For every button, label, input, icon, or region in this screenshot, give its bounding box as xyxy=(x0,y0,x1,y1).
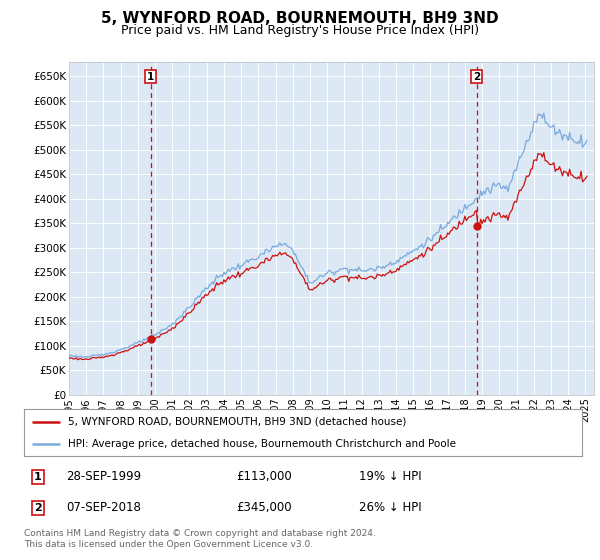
Text: 19% ↓ HPI: 19% ↓ HPI xyxy=(359,470,421,483)
Text: £345,000: £345,000 xyxy=(236,501,292,515)
Text: 5, WYNFORD ROAD, BOURNEMOUTH, BH9 3ND: 5, WYNFORD ROAD, BOURNEMOUTH, BH9 3ND xyxy=(101,11,499,26)
Text: 2: 2 xyxy=(34,503,42,513)
Text: HPI: Average price, detached house, Bournemouth Christchurch and Poole: HPI: Average price, detached house, Bour… xyxy=(68,438,455,449)
Text: 2: 2 xyxy=(473,72,480,82)
Text: Price paid vs. HM Land Registry's House Price Index (HPI): Price paid vs. HM Land Registry's House … xyxy=(121,24,479,36)
Text: 28-SEP-1999: 28-SEP-1999 xyxy=(66,470,141,483)
Text: 07-SEP-2018: 07-SEP-2018 xyxy=(66,501,141,515)
Text: Contains HM Land Registry data © Crown copyright and database right 2024.
This d: Contains HM Land Registry data © Crown c… xyxy=(24,529,376,549)
Text: £113,000: £113,000 xyxy=(236,470,292,483)
Text: 26% ↓ HPI: 26% ↓ HPI xyxy=(359,501,421,515)
Text: 5, WYNFORD ROAD, BOURNEMOUTH, BH9 3ND (detached house): 5, WYNFORD ROAD, BOURNEMOUTH, BH9 3ND (d… xyxy=(68,417,406,427)
Text: 1: 1 xyxy=(34,472,42,482)
Text: 1: 1 xyxy=(147,72,154,82)
